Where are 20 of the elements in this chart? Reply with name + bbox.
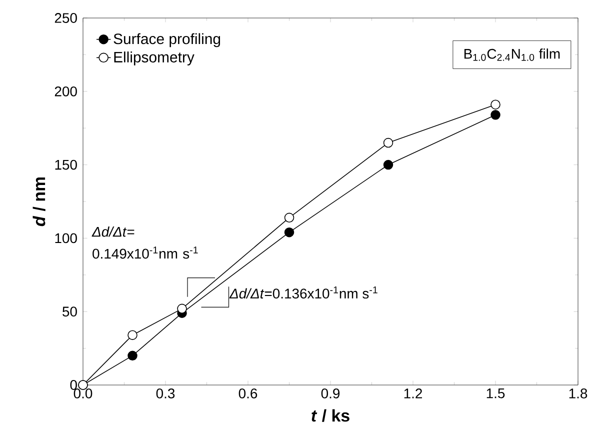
x-tick-label: 0.3 [156, 388, 175, 398]
y-tick-label: 100 [55, 233, 77, 244]
legend-label: Surface profiling [114, 33, 220, 48]
x-tick-label: 1.5 [486, 388, 505, 398]
y-tick-label: 0 [70, 380, 77, 390]
x-tick-label: 1.2 [404, 388, 422, 398]
annotation: Δd/Δt= 0.149x10$^{-1}$nm s$^{-1}$ [92, 226, 198, 259]
y-tick-label: 50 [62, 306, 77, 317]
x-tick-label: 1.8 [569, 388, 588, 398]
x-tick-label: 0.6 [238, 388, 258, 398]
y-tick-label: 200 [54, 86, 77, 96]
legend-label: Ellipsometry [114, 51, 194, 66]
x-tick-label: 0.9 [321, 388, 340, 398]
x-axis-title: t / ks [312, 409, 350, 422]
y-axis-title: d / nm [32, 177, 46, 226]
annotation: Δd/Δt=0.136x10$^{-1}$nm s$^{-1}$ [229, 286, 378, 299]
annotation: B$_{1.0}$C$_{2.4}$N$_{1.0}$ film [464, 48, 560, 61]
y-tick-label: 150 [55, 160, 77, 170]
y-tick-label: 250 [54, 13, 77, 23]
x-tick-label: 0.0 [74, 388, 92, 398]
